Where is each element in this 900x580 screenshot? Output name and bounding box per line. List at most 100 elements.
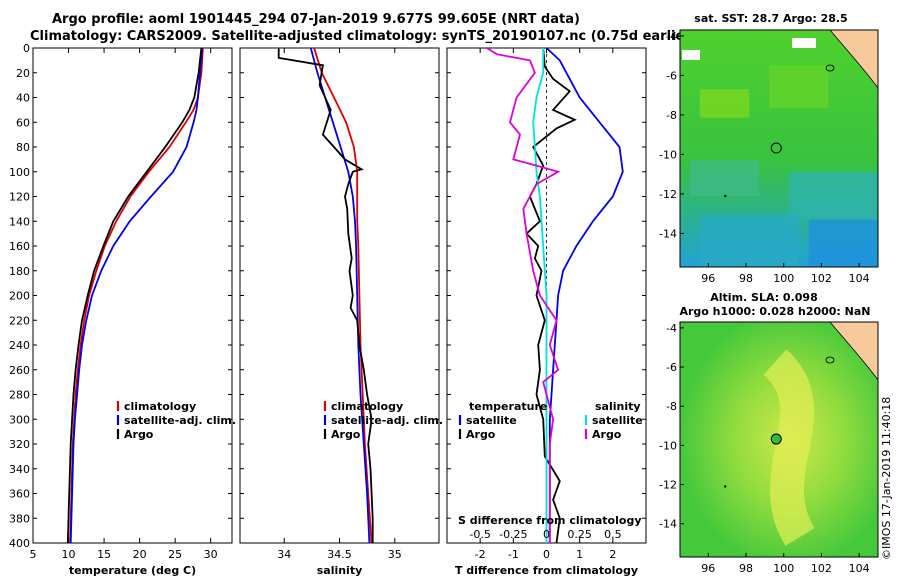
lat-tick-label: -14 <box>659 227 677 240</box>
legend-heading-temperature: temperature <box>469 400 547 413</box>
y-tick-label: 400 <box>9 537 30 550</box>
series-line-s-satellite <box>532 48 548 543</box>
x-axis-label: temperature (deg C) <box>69 564 196 577</box>
legend-heading-salinity: salinity <box>595 400 641 413</box>
y-tick-label: 120 <box>9 191 30 204</box>
legend-label: Argo <box>592 428 622 441</box>
x-tick-label: 25 <box>168 548 182 561</box>
missing-data-patch <box>682 50 700 60</box>
legend-label: satellite <box>592 414 643 427</box>
temperature-panel: 5 10 15 20 25 3002040608010012014016018020022… <box>9 42 236 577</box>
series-line-t-satellite <box>545 48 624 543</box>
y-tick-label: 20 <box>16 67 30 80</box>
lat-tick-label: -14 <box>659 518 677 531</box>
sst-patch <box>699 214 799 267</box>
y-tick-label: 240 <box>9 339 30 352</box>
y-tick-label: 180 <box>9 265 30 278</box>
y-tick-label: 320 <box>9 438 30 451</box>
sst-patch <box>699 89 750 118</box>
lat-tick-label: -8 <box>666 109 677 122</box>
map-title: sat. SST: 28.7 Argo: 28.5 <box>694 12 847 25</box>
series-line-argo <box>277 48 374 543</box>
chart-title-line1: Argo profile: aoml 1901445_294 07-Jan-20… <box>52 12 580 27</box>
x-tick-label: 20 <box>133 548 147 561</box>
difference-panel: -2 -1 0 1 2 T difference from climatology temp… <box>446 47 647 577</box>
argo-position-marker <box>770 142 782 154</box>
s-tick-label: 0 <box>543 528 550 541</box>
lon-tick-label: 96 <box>701 272 715 285</box>
secondary-axis-label: S difference from climatology <box>458 514 642 527</box>
legend-label: satellite <box>466 414 517 427</box>
x-tick-label: -1 <box>508 548 519 561</box>
series-line-climatology <box>313 48 373 543</box>
x-tick-label: 0 <box>543 548 550 561</box>
s-tick-label: 0.25 <box>567 528 592 541</box>
lat-tick-label: -6 <box>666 361 677 374</box>
legend-label: Argo <box>466 428 496 441</box>
sst-map-panel: 96 98 100 102 104 -4 -6 -8 -10 -12 -14 sat. SST: 28… <box>659 12 879 285</box>
y-tick-label: 160 <box>9 240 30 253</box>
y-tick-label: 40 <box>16 92 30 105</box>
sst-patch <box>769 65 829 109</box>
series-line-argo <box>66 48 203 543</box>
lat-tick-label: -4 <box>666 30 677 43</box>
lat-tick-label: -10 <box>659 148 677 161</box>
s-tick-label: -0.5 <box>469 528 490 541</box>
missing-data-patch <box>792 38 816 48</box>
lon-tick-label: 102 <box>811 562 832 575</box>
lon-tick-label: 96 <box>701 562 715 575</box>
x-tick-label: 10 <box>62 548 76 561</box>
sla-map-panel: 96 98 100 102 104 -4 -6 -8 -10 -12 -14 Altim. SLA: … <box>659 291 879 575</box>
lon-tick-label: 104 <box>849 562 870 575</box>
x-tick-label: -2 <box>475 548 486 561</box>
plot-frame <box>239 47 440 544</box>
x-tick-label: 15 <box>97 548 111 561</box>
legend-label: climatology <box>331 400 403 413</box>
island-dot <box>724 194 727 198</box>
legend-label: satellite-adj. clim. <box>124 414 236 427</box>
s-tick-label: 0.5 <box>604 528 622 541</box>
y-tick-label: 300 <box>9 413 30 426</box>
lat-tick-label: -12 <box>659 188 677 201</box>
legend-label: climatology <box>124 400 196 413</box>
y-tick-label: 80 <box>16 141 30 154</box>
x-tick-label: 5 <box>30 548 37 561</box>
map-title-line1: Altim. SLA: 0.098 <box>710 291 817 304</box>
map-frame <box>679 29 879 268</box>
y-tick-label: 280 <box>9 389 30 402</box>
lat-tick-label: -6 <box>666 69 677 82</box>
island <box>825 64 835 72</box>
map-title-line2: Argo h1000: 0.028 h2000: NaN <box>679 305 870 318</box>
y-tick-label: 380 <box>9 512 30 525</box>
y-tick-label: 360 <box>9 488 30 501</box>
salinity-panel: 34 34.5 35 salinity climatologysatellite-adj… <box>239 47 443 577</box>
sst-patch <box>808 219 878 267</box>
lon-tick-label: 98 <box>739 272 753 285</box>
y-tick-label: 220 <box>9 314 30 327</box>
x-tick-label: 34 <box>277 548 291 561</box>
y-tick-label: 0 <box>23 42 30 55</box>
x-tick-label: 34.5 <box>327 548 352 561</box>
lat-tick-label: -10 <box>659 439 677 452</box>
x-tick-label: 30 <box>204 548 218 561</box>
x-tick-label: 1 <box>576 548 583 561</box>
lon-tick-label: 100 <box>773 272 794 285</box>
series-line-satellite-adj-clim- <box>69 48 204 543</box>
island <box>825 356 835 364</box>
s-tick-label: -0.25 <box>499 528 527 541</box>
plot-frame <box>32 47 233 544</box>
legend-label: Argo <box>331 428 361 441</box>
x-axis-label: T difference from climatology <box>455 564 638 577</box>
x-tick-label: 35 <box>388 548 402 561</box>
lat-tick-label: -8 <box>666 400 677 413</box>
sst-patch <box>689 160 760 196</box>
series-line-t-argo <box>525 48 577 543</box>
legend-label: satellite-adj. clim. <box>331 414 443 427</box>
sst-patch <box>788 172 878 220</box>
y-tick-label: 140 <box>9 215 30 228</box>
series-group <box>486 48 624 543</box>
lat-tick-label: -4 <box>666 322 677 335</box>
y-tick-label: 60 <box>16 116 30 129</box>
series-group <box>277 48 374 543</box>
